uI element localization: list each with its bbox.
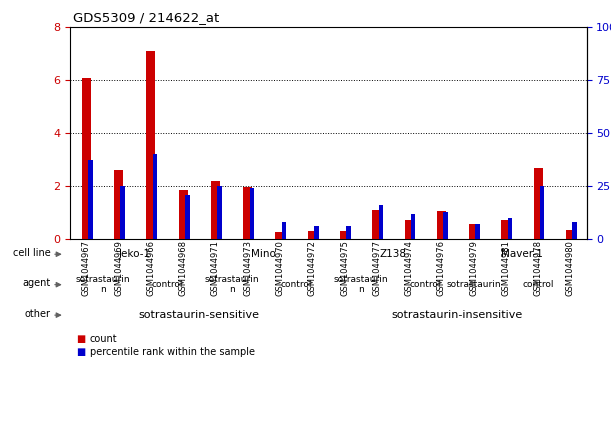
Bar (178, 190, 188, 239)
Text: sotrastaurin
n: sotrastaurin n (334, 275, 388, 294)
Bar (443, 212, 448, 239)
Bar (372, 210, 381, 239)
Bar (308, 231, 316, 239)
Text: percentile rank within the sample: percentile rank within the sample (90, 347, 255, 357)
Bar (114, 170, 123, 239)
Text: sotrastaurin: sotrastaurin (446, 280, 501, 289)
Bar (82, 78, 91, 239)
Text: control: control (152, 280, 183, 289)
Bar (379, 205, 383, 239)
Text: control: control (409, 280, 441, 289)
Bar (540, 186, 544, 239)
Text: sotrastaurin
n: sotrastaurin n (75, 275, 130, 294)
Bar (437, 211, 446, 239)
Bar (218, 186, 222, 239)
Bar (340, 231, 349, 239)
Bar (533, 168, 543, 239)
Bar (469, 225, 478, 239)
Bar (88, 160, 93, 239)
Bar (502, 220, 510, 239)
Bar (243, 187, 252, 239)
Bar (185, 195, 189, 239)
Text: GDS5309 / 214622_at: GDS5309 / 214622_at (73, 11, 219, 24)
Text: sotrastaurin
n: sotrastaurin n (204, 275, 259, 294)
Text: Z138: Z138 (379, 249, 406, 259)
Text: sotrastaurin-insensitive: sotrastaurin-insensitive (392, 310, 523, 320)
Bar (211, 181, 220, 239)
Text: control: control (280, 280, 312, 289)
Bar (120, 186, 125, 239)
Bar (346, 226, 351, 239)
Text: sotrastaurin-sensitive: sotrastaurin-sensitive (139, 310, 260, 320)
Text: cell line: cell line (13, 248, 51, 258)
Bar (566, 230, 575, 239)
Bar (249, 188, 254, 239)
Text: ■: ■ (76, 347, 86, 357)
Bar (276, 232, 285, 239)
Text: count: count (90, 334, 117, 344)
Bar (475, 224, 480, 239)
Text: Maver-1: Maver-1 (501, 249, 543, 259)
Bar (573, 222, 577, 239)
Bar (147, 51, 155, 239)
Bar (508, 218, 512, 239)
Text: other: other (24, 309, 51, 319)
Bar (404, 220, 414, 239)
Bar (314, 226, 318, 239)
Text: Jeko-1: Jeko-1 (119, 249, 151, 259)
Bar (282, 222, 287, 239)
Text: control: control (522, 280, 554, 289)
Text: Mino: Mino (252, 249, 276, 259)
Text: ■: ■ (76, 334, 86, 344)
Bar (153, 154, 157, 239)
Text: agent: agent (23, 278, 51, 288)
Bar (411, 214, 415, 239)
